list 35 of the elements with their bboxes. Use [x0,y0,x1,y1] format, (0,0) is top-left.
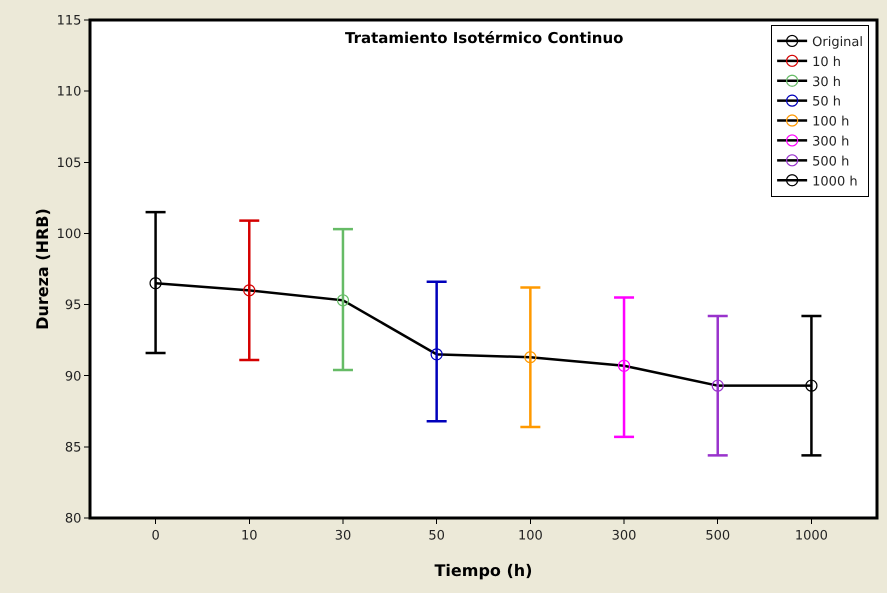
y-tick-label: 100 [56,226,82,242]
point [336,294,350,306]
x-axis-title: Tiempo (h) [434,561,532,580]
point [712,380,724,392]
x-tick-label: 10 [240,528,258,544]
legend-label: 10 h [812,54,842,70]
y-tick-label: 110 [56,84,82,100]
x-tick-label: 100 [518,528,543,544]
y-tick-label: 105 [56,156,82,171]
point [524,351,536,364]
y-axis-title: Dureza (HRB) [33,208,52,330]
x-tick-label: 1000 [794,528,828,544]
y-tick-label: 90 [64,369,82,384]
y-tick-label: 80 [64,512,82,527]
point [618,360,630,372]
x-tick-label: 50 [428,528,445,544]
y-tick-label: 85 [64,440,82,456]
x-tick-label: 500 [705,528,730,544]
y-tick-label: 115 [56,14,82,29]
legend-label: 1000 h [812,174,858,190]
point [805,380,818,392]
legend-label: 30 h [812,74,842,90]
point [149,277,162,290]
y-tick-label: 95 [64,298,82,314]
x-tick-label: 30 [334,528,352,544]
text: Tratamiento Isotérmico Continuo [345,29,624,47]
x-tick-label: 0 [151,528,160,544]
point [243,284,256,296]
legend-label: 100 h [812,114,850,130]
legend-label: Original [812,35,864,50]
legend-label: 50 h [812,94,842,110]
x-tick-label: 300 [612,528,636,544]
point [430,348,443,360]
legend-label: 500 h [812,154,850,170]
legend-label: 300 h [812,134,850,150]
